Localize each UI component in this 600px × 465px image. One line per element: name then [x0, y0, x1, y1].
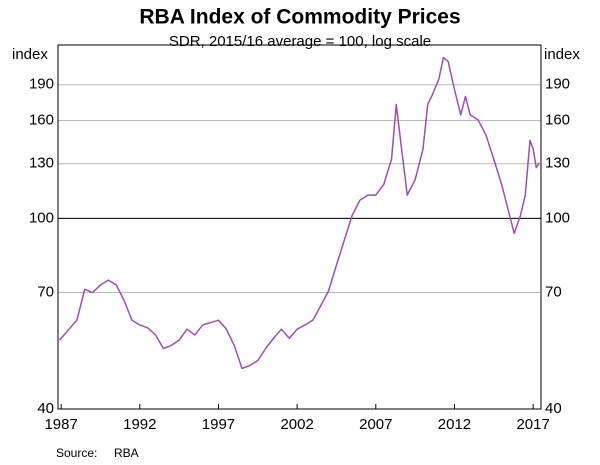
y-tick-label: 100 [29, 209, 54, 226]
x-tick-label: 1992 [123, 416, 156, 433]
x-tick-label: 2012 [438, 416, 471, 433]
y-tick-label: 40 [37, 400, 54, 417]
source: RBA [114, 446, 139, 460]
y2-axis-label: index [544, 46, 580, 63]
y2-tick-label: 190 [545, 76, 570, 93]
y-tick-label: 160 [29, 111, 54, 128]
x-tick-label: 2007 [359, 416, 392, 433]
y2-tick-label: 100 [545, 209, 570, 226]
x-tick-label: 2002 [280, 416, 313, 433]
y-tick-label: 190 [29, 76, 54, 93]
x-tick-label: 1987 [44, 416, 77, 433]
chart-title: RBA Index of Commodity Prices [139, 6, 460, 29]
chart-subtitle: SDR, 2015/16 average = 100, log scale [169, 33, 431, 50]
y-tick-label: 70 [37, 284, 54, 301]
x-tick-label: 1997 [202, 416, 235, 433]
source-label: Source: [56, 446, 97, 460]
y2-tick-label: 130 [545, 155, 570, 172]
y2-tick-label: 160 [545, 111, 570, 128]
data-line [59, 56, 541, 370]
y-axis-label: index [12, 46, 48, 63]
y-tick-label: 130 [29, 155, 54, 172]
x-tick-label: 2017 [516, 416, 549, 433]
y2-tick-label: 70 [545, 284, 562, 301]
plot-frame [57, 44, 542, 410]
y2-tick-label: 40 [545, 400, 562, 417]
